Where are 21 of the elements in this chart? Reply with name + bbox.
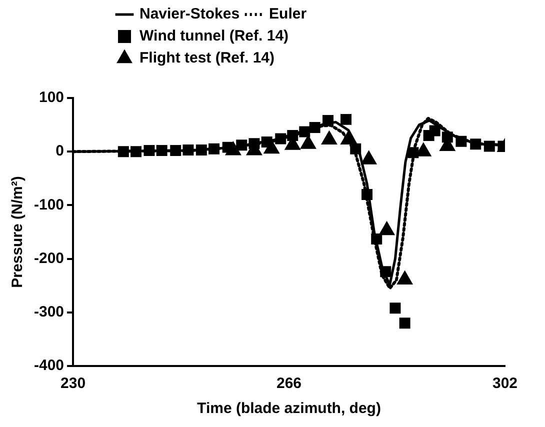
point bbox=[322, 132, 337, 145]
y-tick-label: 100 bbox=[38, 89, 64, 106]
point bbox=[341, 132, 356, 145]
x-axis-title: Time (blade azimuth, deg) bbox=[197, 400, 381, 418]
y-tick-label: -200 bbox=[34, 250, 64, 267]
legend-label: Navier-Stokes bbox=[140, 6, 240, 23]
point bbox=[429, 125, 440, 136]
y-tick-label: -300 bbox=[34, 304, 64, 321]
y-axis-title: Pressure (N/m²) bbox=[9, 176, 26, 288]
y-tick-label: -400 bbox=[34, 357, 64, 374]
legend-label: Flight test (Ref. 14) bbox=[140, 50, 275, 67]
y-tick-label: 0 bbox=[56, 142, 64, 160]
point bbox=[340, 114, 352, 125]
x-tick-label: 230 bbox=[60, 375, 86, 392]
x-tick-label: 302 bbox=[492, 375, 518, 392]
y-tick-label: -100 bbox=[34, 196, 64, 214]
legend-label: Wind tunnel (Ref. 14) bbox=[140, 28, 289, 45]
x-tick-label: 266 bbox=[276, 375, 302, 392]
legend-label: Euler bbox=[269, 6, 307, 23]
point bbox=[399, 318, 410, 329]
point bbox=[390, 302, 401, 314]
